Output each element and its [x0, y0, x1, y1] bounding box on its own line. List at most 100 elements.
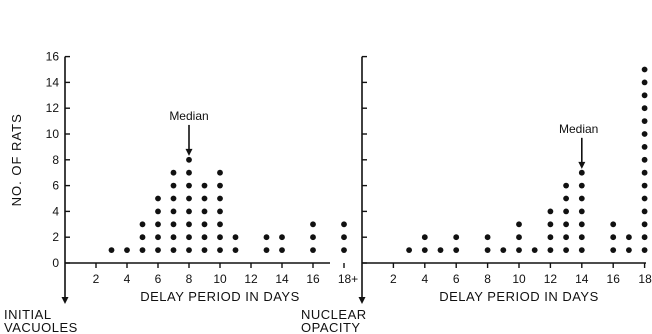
data-point — [155, 195, 161, 202]
y-tick-label: 10 — [46, 127, 60, 141]
data-point — [341, 234, 347, 241]
x-tick-label: 2 — [390, 272, 397, 286]
data-point — [626, 247, 632, 254]
data-point — [531, 247, 538, 254]
median-arrow-head — [185, 148, 193, 156]
data-point — [578, 247, 585, 254]
data-point — [201, 247, 208, 254]
data-point — [563, 234, 569, 241]
data-point — [263, 247, 270, 254]
x-tick-label: 12 — [244, 272, 258, 286]
data-point — [170, 208, 177, 215]
data-point — [563, 195, 569, 202]
data-point — [547, 208, 554, 215]
x-tick-label: 12 — [544, 272, 558, 286]
data-point — [437, 247, 444, 254]
data-point — [170, 182, 177, 189]
x-tick-label: 16 — [306, 272, 320, 286]
data-point — [139, 234, 146, 241]
y-tick-label: 14 — [46, 75, 60, 89]
data-point — [626, 234, 632, 241]
y-tick-label: 6 — [52, 179, 59, 193]
data-point — [201, 195, 208, 202]
data-point — [421, 247, 428, 254]
data-point — [641, 195, 648, 202]
data-point — [279, 234, 285, 241]
data-point — [641, 92, 648, 99]
x-tick-label: 8 — [484, 272, 491, 286]
data-point — [563, 182, 569, 189]
data-point — [201, 234, 208, 241]
data-point — [201, 208, 208, 215]
data-point — [578, 208, 585, 215]
data-point — [139, 221, 146, 228]
data-point — [279, 247, 285, 254]
x-tick-label: 18+ — [638, 272, 652, 286]
data-point — [406, 247, 412, 254]
data-point — [563, 208, 569, 215]
y-tick-label: 4 — [52, 204, 59, 218]
chart-panel-left: 0 2 4 6 8 10 12 14 16 2 4 6 8 10 12 14 16 18+ INITIAL VACUO… — [4, 50, 358, 334]
data-point — [170, 221, 177, 228]
data-point — [186, 182, 192, 189]
x-tick-label: 2 — [93, 272, 100, 286]
data-point — [217, 169, 223, 176]
data-point — [217, 247, 223, 254]
data-point — [610, 221, 617, 228]
data-point — [641, 118, 648, 124]
data-point — [341, 247, 347, 254]
data-point — [578, 169, 585, 176]
data-point — [170, 195, 177, 202]
y-axis-title: NO. OF RATS — [9, 113, 24, 206]
data-point — [563, 221, 569, 228]
data-point — [170, 234, 177, 241]
data-point — [217, 195, 223, 202]
data-point — [155, 208, 161, 215]
x-tick-label: 10 — [512, 272, 526, 286]
data-point — [341, 221, 347, 228]
x-tick-label: 6 — [155, 272, 162, 286]
data-point — [641, 182, 648, 189]
x-tick-label: 6 — [453, 272, 460, 286]
data-point — [186, 169, 192, 176]
x-tick-label: 4 — [124, 272, 131, 286]
data-point — [170, 169, 177, 176]
y-tick-label: 12 — [46, 101, 60, 115]
median-label: Median — [169, 109, 208, 123]
data-point — [453, 234, 460, 241]
data-point — [547, 221, 554, 228]
data-point — [186, 221, 192, 228]
data-point — [516, 247, 522, 254]
data-point — [186, 156, 192, 163]
origin-arrow-head — [61, 297, 69, 304]
data-point — [124, 247, 130, 254]
data-point — [610, 247, 617, 254]
data-point — [186, 234, 192, 241]
data-point — [453, 247, 460, 254]
x-axis-title: DELAY PERIOD IN DAYS — [140, 289, 300, 304]
data-point — [641, 131, 648, 137]
data-point — [186, 247, 192, 254]
data-point — [155, 234, 161, 241]
y-tick-label: 16 — [46, 50, 60, 64]
data-point — [217, 182, 223, 189]
x-tick-label: 14 — [575, 272, 589, 286]
data-point — [310, 234, 316, 241]
data-point — [421, 234, 428, 241]
data-point — [516, 234, 522, 241]
data-point — [201, 221, 208, 228]
data-point — [578, 182, 585, 189]
data-point — [186, 195, 192, 202]
y-tick-label: 0 — [52, 256, 59, 270]
data-point — [232, 247, 239, 254]
data-point — [484, 247, 491, 254]
data-point — [217, 221, 223, 228]
data-point — [263, 234, 270, 241]
origin-arrow-head — [358, 297, 366, 304]
x-tick-label: 14 — [275, 272, 289, 286]
x-tick-label: 10 — [213, 272, 227, 286]
x-tick-label: 18+ — [338, 272, 358, 286]
data-point — [578, 195, 585, 202]
data-point — [170, 247, 177, 254]
